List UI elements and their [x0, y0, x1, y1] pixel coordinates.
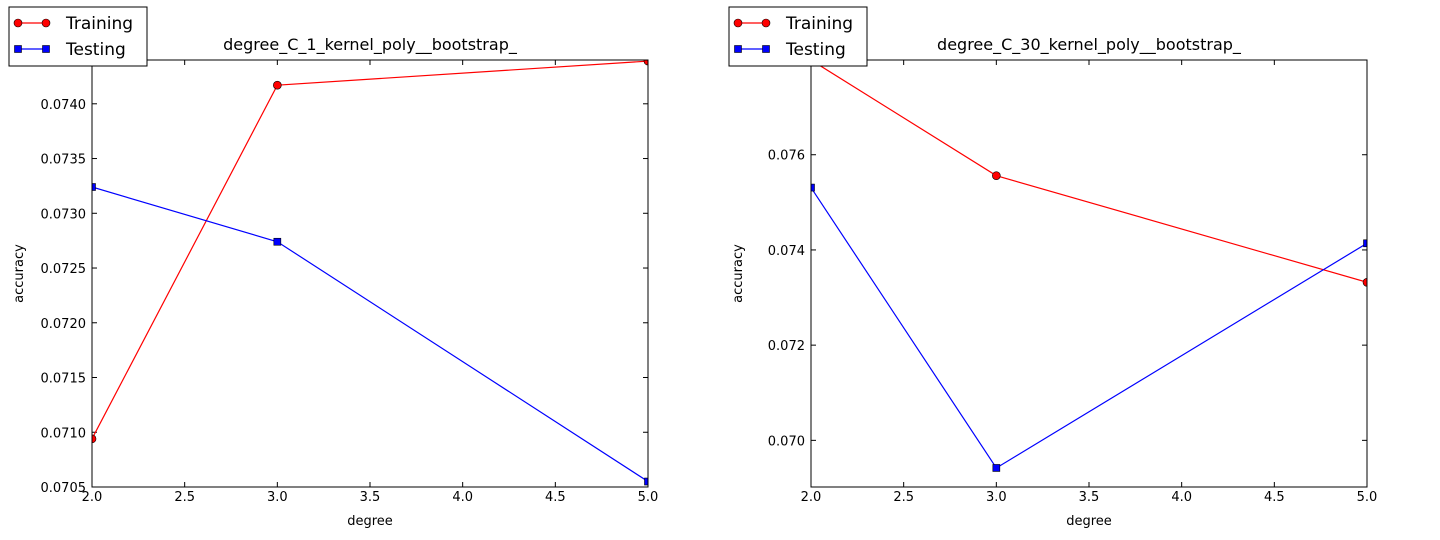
legend-marker — [42, 45, 50, 53]
x-tick-label: 3.0 — [267, 490, 288, 505]
data-point-training — [92, 434, 97, 444]
y-axis-label: accuracy — [12, 244, 27, 303]
chart-panel-degree-c30: 2.0 2.5 3.0 3.5 4.0 4.5 5.0 0.070 0.072 0.074 0.07… — [728, 6, 1378, 529]
x-axis-label: degree — [1066, 514, 1112, 529]
y-tick-label: 0.0740 — [41, 98, 87, 113]
plot-frame — [91, 59, 649, 488]
legend-marker — [734, 45, 742, 53]
y-tick-label: 0.0735 — [41, 153, 87, 168]
data-point-training — [273, 80, 282, 90]
data-point-testing — [1363, 239, 1367, 248]
legend-marker — [733, 18, 743, 28]
data-point-testing — [992, 464, 1001, 472]
x-tick-label: 4.5 — [1264, 490, 1285, 505]
x-tick-label: 4.0 — [452, 490, 473, 505]
series-line-training — [92, 60, 648, 440]
legend-marker — [13, 18, 23, 28]
chart-title: degree_C_30_kernel_poly__bootstrap_ — [937, 35, 1242, 55]
y-tick-label: 0.0730 — [41, 207, 87, 222]
x-tick-label: 5.0 — [638, 490, 659, 505]
y-tick-label: 0.0715 — [41, 372, 87, 387]
y-tick-label: 0.070 — [768, 434, 805, 449]
x-tick-label: 3.5 — [1079, 490, 1100, 505]
x-tick-label: 2.5 — [174, 490, 195, 505]
legend-marker — [761, 18, 771, 28]
x-tick-label: 3.0 — [986, 490, 1007, 505]
y-tick-label: 0.072 — [768, 339, 805, 354]
y-tick-label: 0.074 — [768, 244, 805, 259]
series-line-training — [811, 60, 1367, 283]
data-point-training — [1362, 278, 1367, 287]
data-point-testing — [644, 477, 648, 486]
data-point-testing — [811, 183, 815, 192]
x-tick-label: 2.0 — [801, 490, 822, 505]
legend-label: Training — [65, 14, 133, 34]
legend: Training Testing — [8, 6, 148, 67]
chart-panel-degree-c1: 2.0 2.5 3.0 3.5 4.0 4.5 5.0 0.0705 0.0710 0.0715 0… — [8, 6, 659, 529]
legend-label: Training — [785, 14, 853, 34]
plot-frame — [810, 59, 1368, 488]
x-axis-label: degree — [347, 514, 393, 529]
legend-label: Testing — [65, 40, 126, 60]
data-point-testing — [273, 237, 282, 246]
y-axis-label: accuracy — [731, 244, 746, 303]
y-tick-label: 0.0710 — [41, 426, 87, 441]
legend-marker — [41, 18, 51, 28]
legend-marker — [762, 45, 770, 53]
series-line-testing — [811, 187, 1367, 469]
series-line-testing — [92, 186, 648, 483]
x-tick-label: 2.5 — [893, 490, 914, 505]
y-tick-label: 0.076 — [768, 149, 805, 164]
x-tick-label: 4.0 — [1171, 490, 1192, 505]
data-point-testing — [92, 183, 96, 191]
y-tick-label: 0.0720 — [41, 317, 87, 332]
y-tick-label: 0.0725 — [41, 262, 87, 277]
x-tick-label: 4.5 — [545, 490, 566, 505]
legend-label: Testing — [785, 40, 846, 60]
legend-marker — [14, 45, 22, 53]
legend: Training Testing — [728, 6, 868, 67]
y-tick-label: 0.0705 — [41, 481, 87, 496]
x-tick-label: 2.0 — [82, 490, 103, 505]
x-tick-label: 5.0 — [1357, 490, 1378, 505]
data-point-training — [643, 60, 648, 66]
x-tick-label: 3.5 — [360, 490, 381, 505]
data-point-training — [992, 171, 1001, 180]
chart-title: degree_C_1_kernel_poly__bootstrap_ — [223, 35, 518, 55]
legend-box — [8, 6, 148, 67]
legend-box — [728, 6, 868, 67]
